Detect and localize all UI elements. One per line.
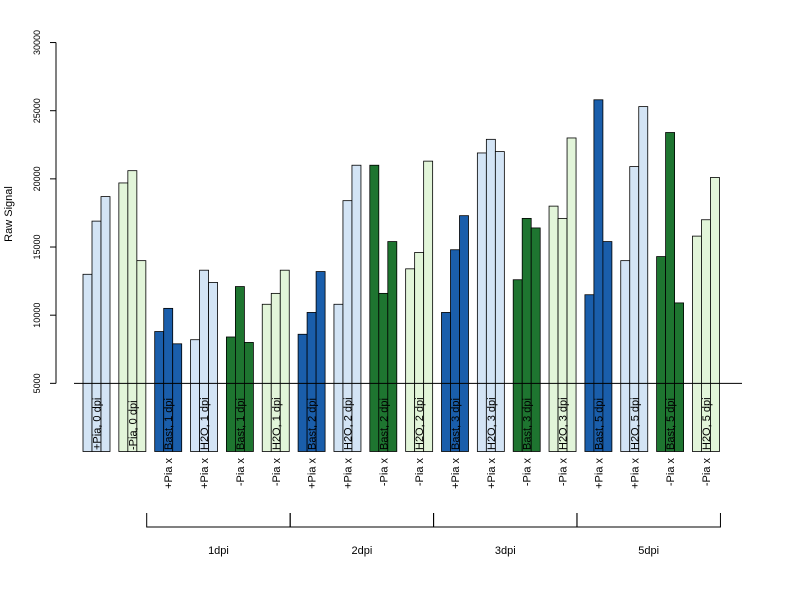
bar xyxy=(172,343,183,452)
bar xyxy=(459,215,469,452)
group-label: H2O, 5 dpi xyxy=(701,397,713,450)
group-sublabel: -Pia x xyxy=(522,458,534,487)
group-label: Bast, 3 dpi xyxy=(522,398,534,450)
bar xyxy=(710,177,720,452)
time-brackets: 1dpi 2dpi 3dpi 5dpi xyxy=(146,513,721,557)
y-axis-label: Raw Signal xyxy=(3,186,15,242)
group-label: Bast, 1 dpi xyxy=(235,398,247,450)
bar xyxy=(387,241,398,452)
group-sublabel: +Pia x xyxy=(486,458,498,489)
bar xyxy=(315,271,326,452)
time-bracket-label: 3dpi xyxy=(495,545,516,557)
bar xyxy=(665,132,675,452)
group-labels: +Pia, 0 dpi -Pia, 0 dpi Bast, 1 dpi +Pia x H… xyxy=(92,397,713,488)
group-label: Bast, 1 dpi xyxy=(163,398,175,450)
group-label: H2O, 2 dpi xyxy=(414,397,426,450)
y-tick-label: 15000 xyxy=(32,235,42,260)
group-label: H2O, 5 dpi xyxy=(629,397,641,450)
group-label: Bast, 5 dpi xyxy=(665,398,677,450)
group-sublabel: -Pia x xyxy=(558,458,570,487)
y-axis: 5000 10000 15000 20000 25000 30000 xyxy=(32,30,57,393)
bar xyxy=(243,342,254,452)
time-bracket xyxy=(433,513,578,528)
time-bracket xyxy=(146,513,291,528)
group-sublabel: -Pia x xyxy=(665,458,677,487)
y-tick-label: 30000 xyxy=(32,30,42,55)
group-label: H2O, 1 dpi xyxy=(271,397,283,450)
group-label: H2O, 2 dpi xyxy=(342,397,354,450)
group-sublabel: -Pia x xyxy=(378,458,390,487)
y-tick-label: 10000 xyxy=(32,303,42,328)
group-sublabel: +Pia x xyxy=(593,458,605,489)
bar xyxy=(351,164,362,452)
time-bracket xyxy=(289,513,435,528)
bars xyxy=(82,99,720,452)
bar xyxy=(566,137,577,452)
bar xyxy=(423,160,434,452)
group-sublabel: -Pia x xyxy=(235,458,247,487)
group-label: Bast, 5 dpi xyxy=(593,398,605,450)
group-label: Bast, 2 dpi xyxy=(307,398,319,450)
bar xyxy=(638,106,649,452)
group-sublabel: +Pia x xyxy=(450,458,462,489)
time-bracket-label: 2dpi xyxy=(351,545,372,557)
time-bracket xyxy=(576,513,721,528)
group-sublabel: +Pia x xyxy=(342,458,354,489)
group-sublabel: -Pia x xyxy=(414,458,426,487)
bar xyxy=(602,241,613,452)
group-label: -Pia, 0 dpi xyxy=(127,400,139,450)
bar xyxy=(674,302,684,452)
group-sublabel: +Pia x xyxy=(629,458,641,489)
group-label: Bast, 2 dpi xyxy=(378,398,390,450)
bar xyxy=(208,282,218,452)
group-sublabel: -Pia x xyxy=(701,458,713,487)
y-tick-label: 20000 xyxy=(32,166,42,191)
time-bracket-label: 5dpi xyxy=(638,545,659,557)
bar xyxy=(279,269,290,452)
bar xyxy=(136,260,147,452)
group-sublabel: -Pia x xyxy=(271,458,283,487)
bar xyxy=(530,227,541,452)
y-tick-label: 5000 xyxy=(32,373,42,393)
group-label: H2O, 3 dpi xyxy=(558,397,570,450)
group-label: Bast, 3 dpi xyxy=(450,398,462,450)
group-label: +Pia, 0 dpi xyxy=(92,398,104,450)
group-label: H2O, 3 dpi xyxy=(486,397,498,450)
group-sublabel: +Pia x xyxy=(199,458,211,489)
group-sublabel: +Pia x xyxy=(307,458,319,489)
y-tick-label: 25000 xyxy=(32,98,42,123)
group-sublabel: +Pia x xyxy=(163,458,175,489)
time-bracket-label: 1dpi xyxy=(208,545,229,557)
bar xyxy=(100,196,111,452)
group-label: H2O, 1 dpi xyxy=(199,397,211,450)
bar xyxy=(494,151,505,452)
